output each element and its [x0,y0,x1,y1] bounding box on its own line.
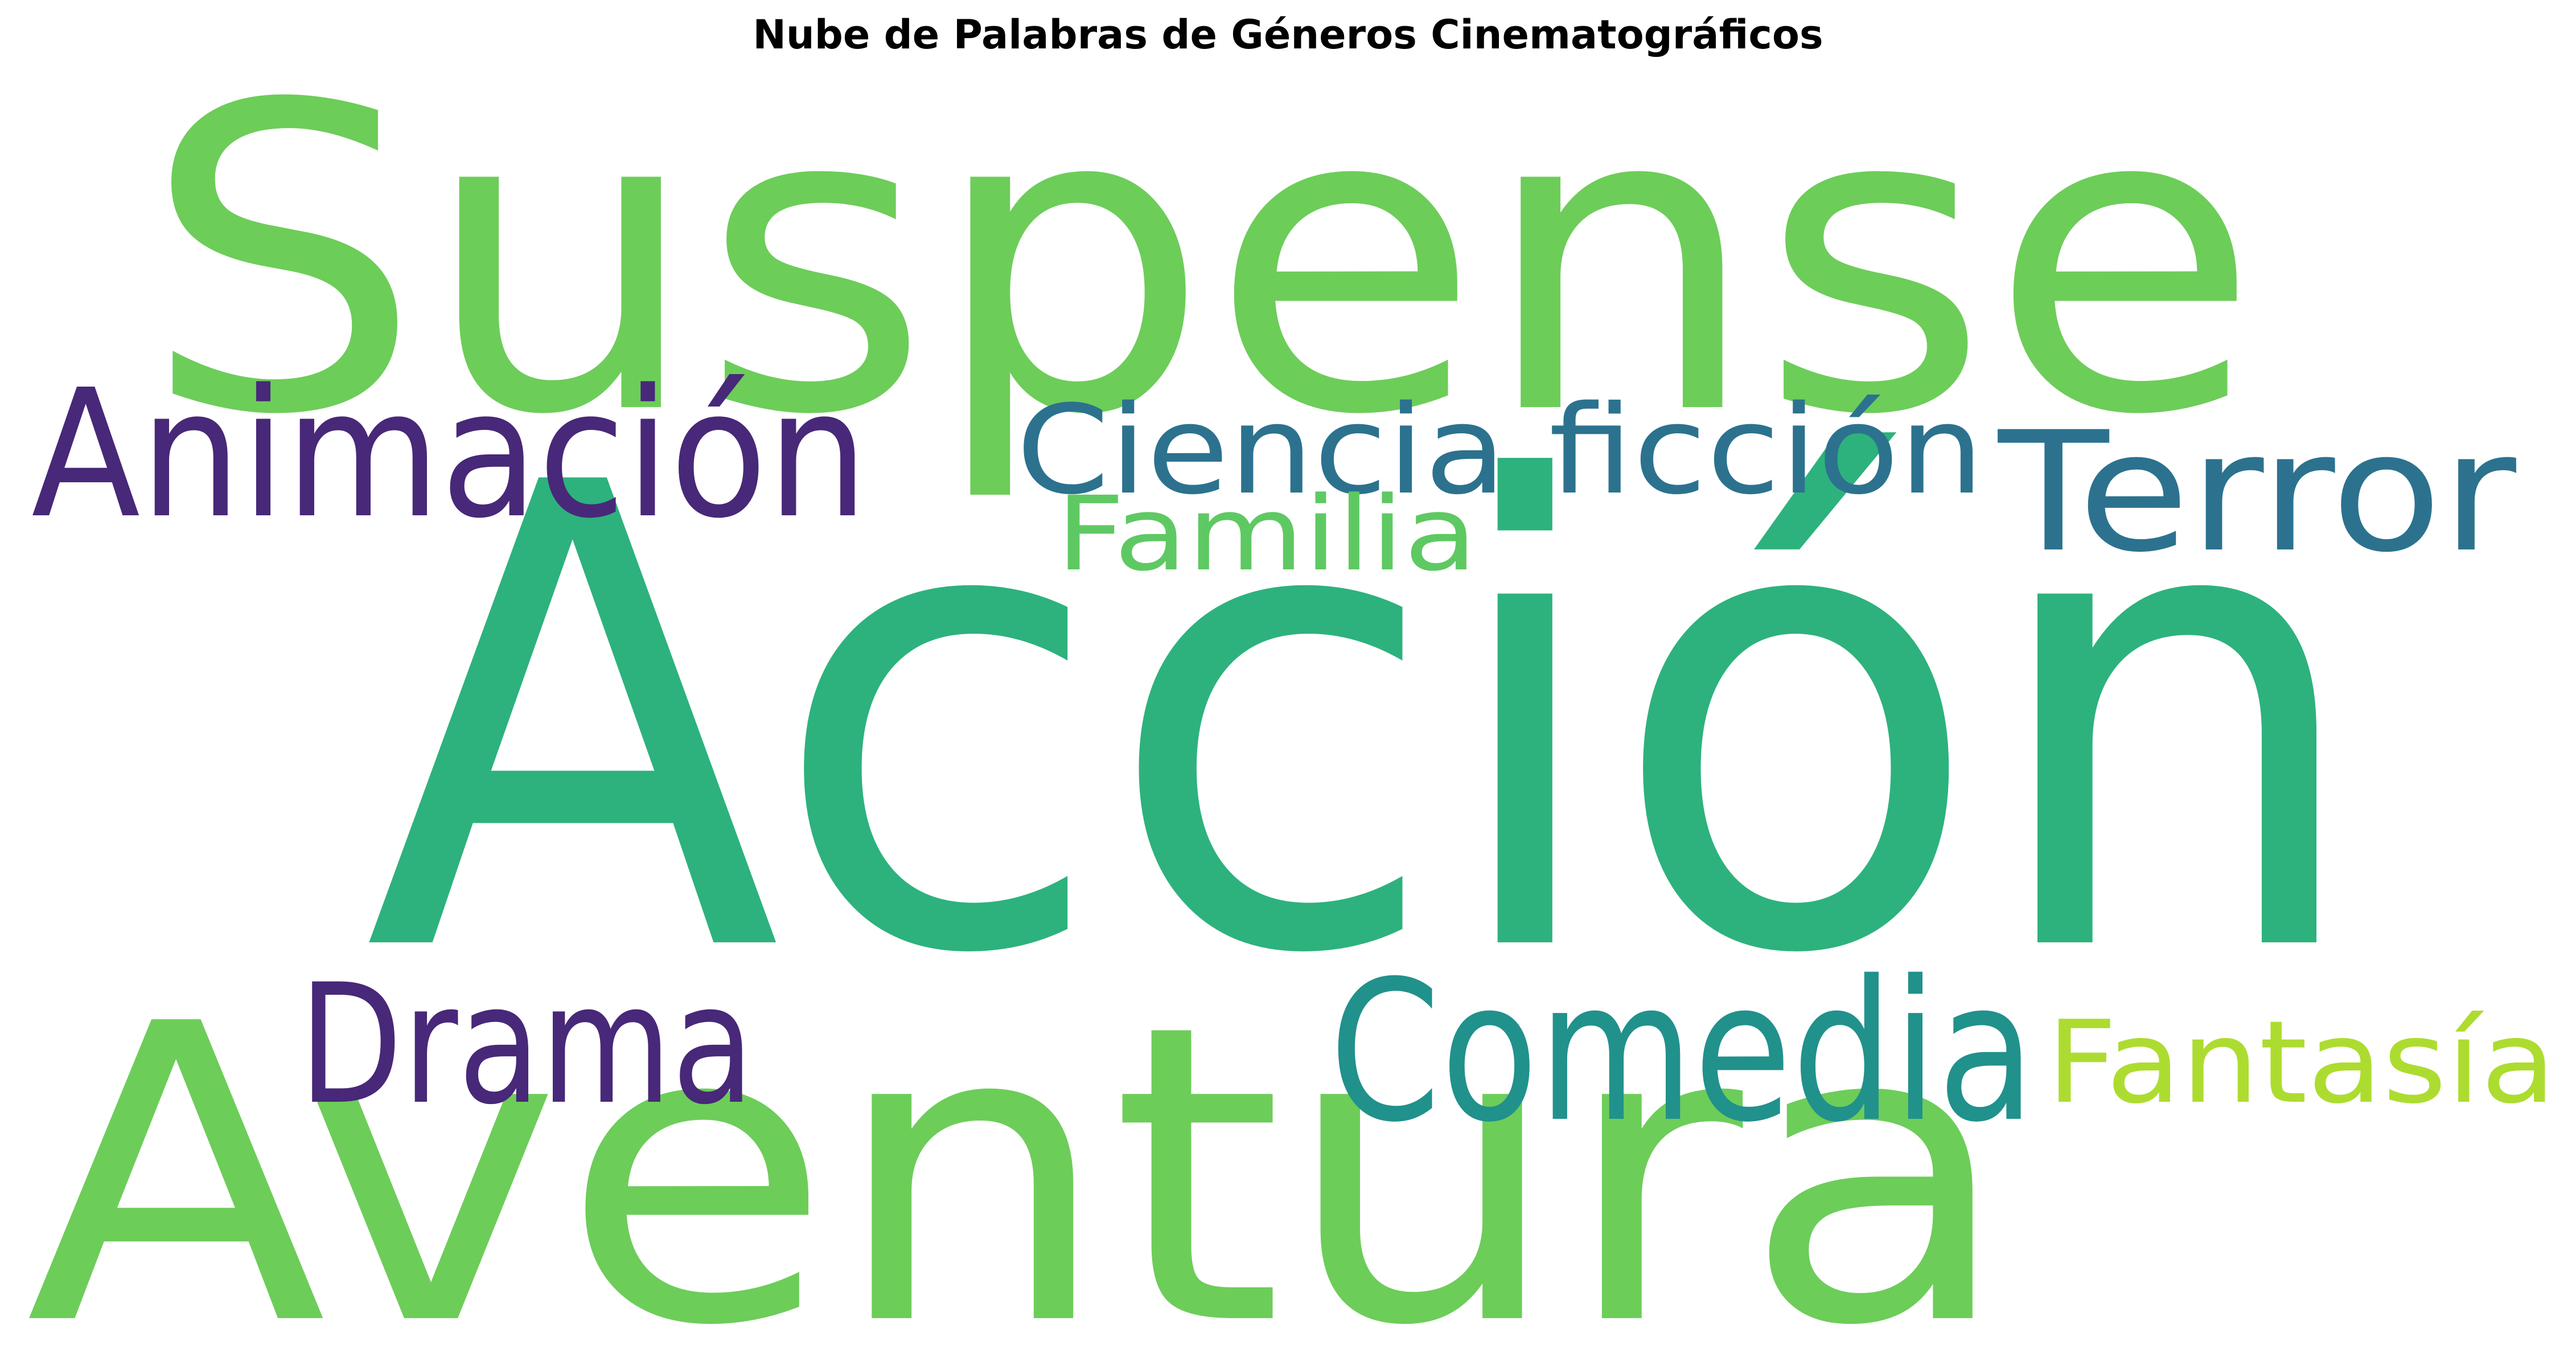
word-animacion: Animación [31,352,868,557]
word-ciencia-ficcion: Ciencia ficción [1016,379,1984,522]
word-drama: Drama [299,949,754,1141]
word-aventura: Aventura [26,938,2012,1350]
word-terror: Terror [1995,397,2518,589]
word-suspense: Suspense [142,16,2260,507]
word-familia: Familia [1056,475,1477,594]
chart-title: Nube de Palabras de Géneros Cinematográf… [753,11,1823,58]
word-fantasia: Fantasía [2047,996,2556,1129]
word-accion: Acción [364,351,2368,1093]
word-comedia: Comedia [1329,939,2035,1165]
